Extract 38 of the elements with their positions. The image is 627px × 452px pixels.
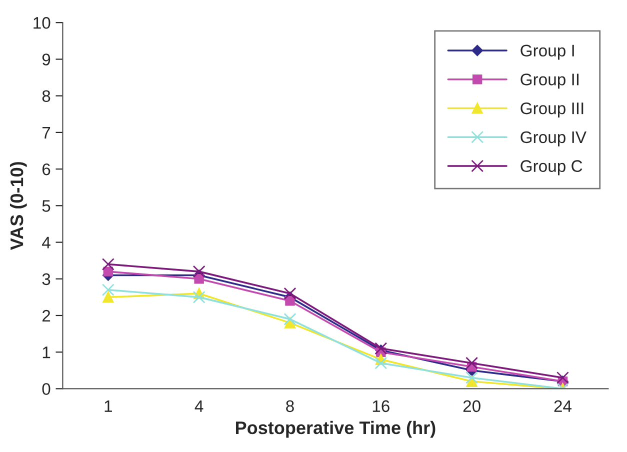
legend-label: Group II [520,74,579,89]
point [374,356,388,370]
point [192,265,206,278]
y-tick-label: 5 [42,200,50,212]
point [466,371,478,384]
point [102,292,114,303]
y-tick-label: 8 [42,90,50,102]
y-axis-title: VAS (0-10) [10,162,27,250]
point [102,258,114,270]
y-tick-label: 0 [42,383,50,395]
y-tick-label: 7 [42,127,50,138]
legend-label: Group I [520,44,574,60]
point [102,284,114,296]
x-tick-label: 24 [554,400,572,412]
y-tick-label: 10 [34,17,50,29]
point [284,312,296,326]
y-tick-label: 9 [42,54,50,66]
point [285,296,295,306]
point [194,274,204,284]
legend-label: Group C [520,160,582,176]
point [466,356,478,370]
legend-label: Group III [520,102,584,118]
y-tick-label: 4 [42,236,50,248]
y-tick-label: 2 [42,310,50,322]
point [284,287,296,300]
point [556,371,569,384]
x-axis-title: Postoperative Time (hr) [236,420,436,438]
legend-label: Group IV [520,131,586,146]
x-tick-label: 16 [372,400,390,412]
x-tick-label: 4 [194,400,204,412]
y-tick-label: 1 [42,346,50,358]
x-tick-label: 8 [286,400,294,412]
point [103,266,114,276]
point [192,290,206,304]
x-tick-label: 20 [463,400,480,412]
y-tick-label: 6 [42,163,50,176]
x-tick-label: 1 [104,400,112,412]
y-tick-label: 3 [42,273,50,286]
